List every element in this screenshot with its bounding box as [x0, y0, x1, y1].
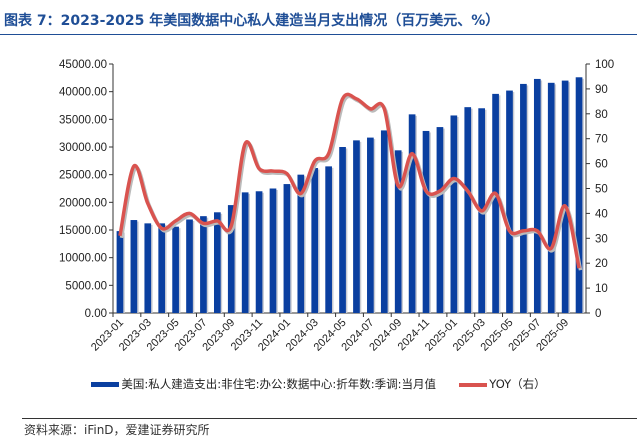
bar [353, 140, 360, 313]
bar [339, 147, 346, 313]
chart-svg: 0.00 5000.00 10000.00 15000.00 20000.00 25000… [59, 59, 614, 354]
left-tick-label: 25000.00 [59, 170, 107, 182]
bar [172, 226, 179, 313]
legend: 美国:私人建造支出:非住宅:办公:数据中心:折年数:季调:当月值 YOY（右） [0, 376, 637, 392]
source-divider [22, 418, 637, 419]
bar [130, 220, 138, 313]
left-tick-label: 0.00 [85, 308, 107, 320]
right-tick-label: 40 [595, 208, 608, 220]
left-tick-label: 5000.00 [65, 280, 107, 292]
right-tick-label: 90 [595, 84, 608, 96]
bar [575, 77, 583, 313]
legend-label-line: YOY（右） [489, 377, 546, 391]
bar [311, 168, 319, 313]
legend-swatch-bar [91, 382, 120, 387]
right-tick-label: 50 [595, 184, 608, 196]
right-tick-label: 60 [595, 159, 608, 171]
bar [450, 115, 458, 314]
bar [436, 127, 444, 313]
bar [297, 174, 305, 313]
legend-swatch-line [459, 382, 488, 387]
bar [380, 130, 388, 313]
bar [200, 216, 207, 313]
bar [464, 107, 472, 313]
legend-label-bar: 美国:私人建造支出:非住宅:办公:数据中心:折年数:季调:当月值 [121, 377, 436, 391]
left-tick-label: 35000.00 [59, 114, 107, 126]
right-tick-label: 100 [595, 59, 614, 71]
bar [227, 205, 235, 313]
left-tick-label: 15000.00 [59, 225, 107, 237]
bar [367, 137, 374, 313]
bar [533, 78, 541, 313]
left-tick-label: 40000.00 [59, 87, 107, 99]
right-tick-label: 0 [595, 308, 601, 320]
right-tick-label: 70 [595, 134, 608, 146]
bar [144, 223, 152, 313]
bar [520, 83, 527, 313]
right-tick-label: 10 [595, 283, 608, 295]
bar [325, 166, 332, 313]
right-tick-label: 30 [595, 233, 608, 245]
bar [269, 188, 277, 313]
bar [213, 212, 221, 313]
bar [422, 130, 430, 313]
bar [241, 192, 249, 313]
bar [492, 93, 499, 313]
chart-title: 图表 7：2023-2025 年美国数据中心私人建造当月支出情况（百万美元、%） [4, 13, 500, 29]
source-note: 资料来源：iFinD，爱建证券研究所 [24, 423, 210, 436]
bar [408, 114, 416, 313]
right-tick-label: 80 [595, 109, 608, 121]
bar [561, 80, 569, 313]
left-tick-label: 45000.00 [59, 59, 107, 71]
bar [255, 191, 263, 313]
bar [186, 219, 193, 313]
bar [506, 90, 513, 313]
right-tick-label: 20 [595, 258, 608, 270]
bar [158, 223, 166, 313]
bar [283, 184, 291, 313]
left-tick-label: 20000.00 [59, 197, 107, 209]
yoy-line [118, 92, 581, 269]
left-tick-label: 10000.00 [59, 253, 107, 265]
bar [394, 150, 402, 313]
bar [547, 82, 555, 314]
title-divider [0, 34, 637, 35]
left-tick-label: 30000.00 [59, 142, 107, 154]
bar [116, 231, 124, 313]
